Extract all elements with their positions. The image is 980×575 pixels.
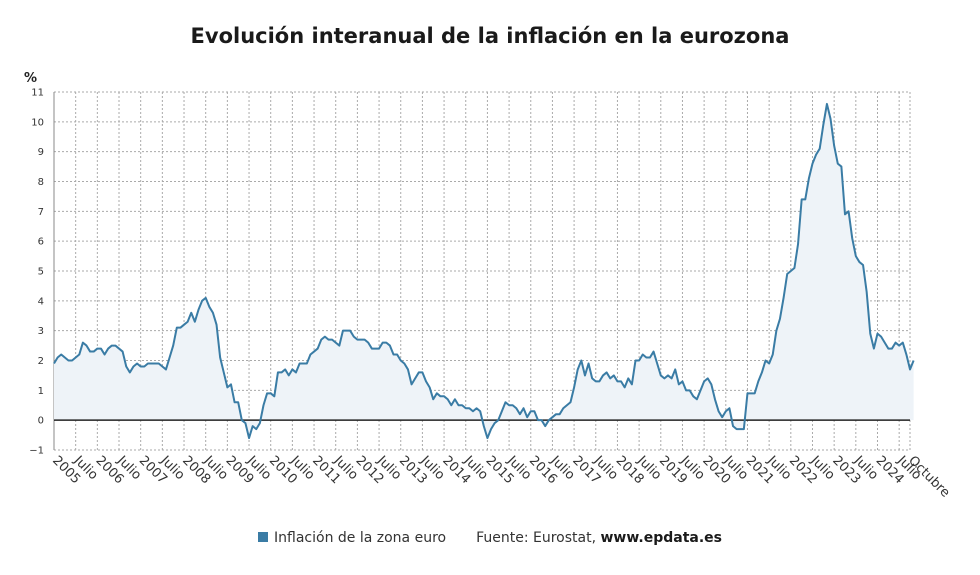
series-line-layer [53, 102, 915, 440]
source-prefix: Fuente: Eurostat, [476, 530, 601, 546]
y-tick-label: 5 [38, 267, 44, 278]
y-tick-label: 7 [38, 207, 44, 218]
y-axis-unit-label: % [24, 71, 37, 86]
y-tick-label: 10 [31, 117, 44, 128]
chart-title: Evolución interanual de la inflación en … [190, 24, 790, 48]
series-line [53, 102, 915, 440]
area-fill-layer [54, 103, 914, 439]
y-tick-label: 8 [38, 177, 44, 188]
legend: Inflación de la zona euro Fuente: Eurosta… [0, 530, 980, 546]
y-tick-label: 4 [38, 296, 44, 307]
legend-swatch [258, 532, 269, 542]
y-tick-label: 1 [38, 386, 44, 397]
series-area-fill [54, 103, 914, 439]
y-tick-label: 6 [38, 237, 44, 248]
y-tick-label: 9 [38, 147, 44, 158]
y-axis-ticks: −1 0 1 2 3 4 5 6 7 8 9 10 11 [29, 88, 44, 457]
y-tick-label: 11 [31, 88, 44, 99]
x-axis-ticks: 2005Julio2006Julio2007Julio2008Julio2009… [49, 453, 952, 501]
grid-lines [53, 91, 911, 451]
y-tick-label: 2 [38, 356, 44, 367]
y-tick-label: 3 [38, 326, 44, 337]
y-tick-label: 0 [38, 416, 44, 427]
legend-series-label: Inflación de la zona euro [274, 530, 447, 546]
y-tick-label: −1 [29, 446, 44, 457]
source-site-link[interactable]: www.epdata.es [600, 530, 722, 546]
